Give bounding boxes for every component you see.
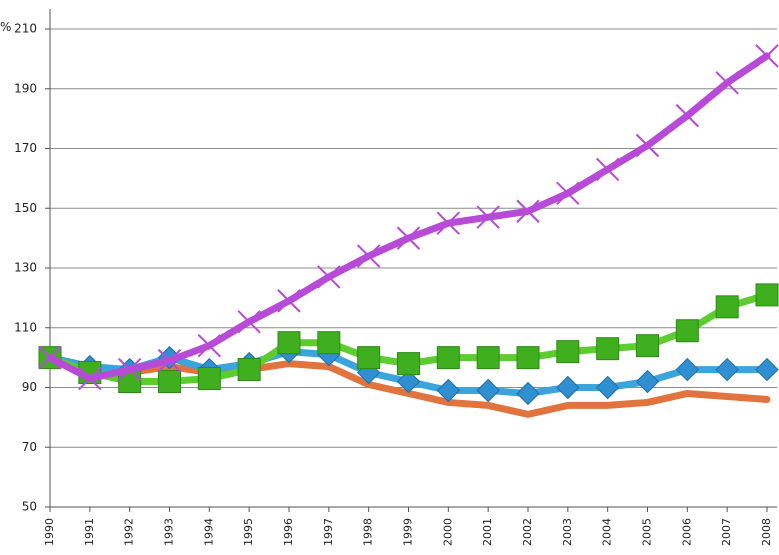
diamond-marker xyxy=(635,369,660,394)
cross-marker-stroke xyxy=(755,44,779,68)
square-marker xyxy=(237,358,261,382)
square-marker xyxy=(476,346,500,370)
y-tick-label: 90 xyxy=(22,380,37,394)
x-tick-label: 2001 xyxy=(481,518,494,546)
x-tick-label: 1992 xyxy=(123,518,136,546)
square-marker xyxy=(636,334,659,358)
y-tick-label: 110 xyxy=(14,320,37,334)
diamond-marker xyxy=(715,357,739,382)
series-1 xyxy=(38,283,779,394)
cross-marker-stroke xyxy=(356,244,381,268)
cross-marker-stroke xyxy=(675,103,700,128)
square-marker xyxy=(317,331,341,355)
diamond-marker xyxy=(476,378,500,403)
axes xyxy=(45,9,777,512)
x-tick-label: 2007 xyxy=(720,518,733,546)
y-tick-label: 130 xyxy=(14,261,37,275)
x-tick-label: 2000 xyxy=(441,518,454,546)
x-tick-label: 1996 xyxy=(282,518,295,546)
x-axis-ticks: 1990 1991 1992 1993 1994 1995 1996 1997 1998 1999… xyxy=(43,518,773,546)
y-tick-label: 170 xyxy=(14,141,37,155)
square-marker xyxy=(596,337,620,361)
diamond-marker xyxy=(556,375,580,400)
x-tick-label: 1993 xyxy=(163,518,176,546)
y-tick-label: 150 xyxy=(14,201,37,215)
square-marker xyxy=(436,346,460,370)
x-tick-label: 2004 xyxy=(601,518,614,546)
cross-marker-stroke xyxy=(277,289,301,313)
square-marker xyxy=(516,346,540,370)
x-tick-label: 2005 xyxy=(641,518,654,546)
square-marker xyxy=(357,346,381,370)
y-tick-label: 70 xyxy=(22,440,37,454)
square-marker xyxy=(715,295,739,319)
cross-marker-stroke xyxy=(556,181,580,206)
cross-marker-stroke xyxy=(317,265,341,289)
cross-marker-stroke xyxy=(715,71,739,95)
cross-marker-stroke xyxy=(78,366,102,391)
cross-marker-stroke xyxy=(117,357,142,382)
x-tick-label: 2002 xyxy=(521,518,534,546)
series-group xyxy=(38,44,779,418)
square-marker xyxy=(197,367,221,391)
cross-marker-stroke xyxy=(476,205,500,229)
cross-marker-stroke xyxy=(516,199,540,223)
y-axis-ticks: 50 70 90 110 130 150 170 190 210 xyxy=(14,22,37,514)
y-tick-label: 50 xyxy=(22,500,37,514)
diamond-marker xyxy=(396,369,421,394)
diamond-marker xyxy=(516,381,540,406)
x-tick-label: 2003 xyxy=(561,518,574,546)
series-line xyxy=(46,52,771,383)
cross-marker-stroke xyxy=(436,211,461,235)
x-tick-label: 1999 xyxy=(402,518,415,546)
y-unit-label: % xyxy=(0,20,11,34)
square-marker xyxy=(397,352,420,376)
square-marker xyxy=(556,340,580,364)
x-tick-label: 1997 xyxy=(322,518,335,546)
x-tick-label: 1990 xyxy=(43,518,56,546)
x-tick-label: 1994 xyxy=(202,518,215,546)
diamond-marker xyxy=(595,375,620,400)
square-marker xyxy=(158,370,181,394)
x-tick-label: 1995 xyxy=(242,518,255,546)
cross-marker-stroke xyxy=(635,133,660,158)
x-tick-label: 2006 xyxy=(680,518,693,546)
x-tick-label: 2008 xyxy=(760,518,773,546)
square-marker xyxy=(675,319,699,343)
cross-marker-stroke xyxy=(237,310,261,334)
diamond-marker xyxy=(755,357,779,382)
diamond-marker xyxy=(436,378,461,403)
cross-marker-stroke xyxy=(595,157,620,182)
y-tick-label: 210 xyxy=(14,22,37,36)
y-tick-label: 190 xyxy=(14,81,37,95)
square-marker xyxy=(755,283,779,307)
x-tick-label: 1991 xyxy=(83,518,96,546)
series-0 xyxy=(38,44,779,391)
cross-marker-stroke xyxy=(157,348,182,373)
cross-marker-stroke xyxy=(396,226,421,250)
cross-marker-stroke xyxy=(38,345,62,370)
diamond-marker xyxy=(675,357,700,382)
cross-marker-stroke xyxy=(197,333,222,358)
square-marker xyxy=(277,331,301,355)
x-tick-label: 1998 xyxy=(362,518,375,546)
